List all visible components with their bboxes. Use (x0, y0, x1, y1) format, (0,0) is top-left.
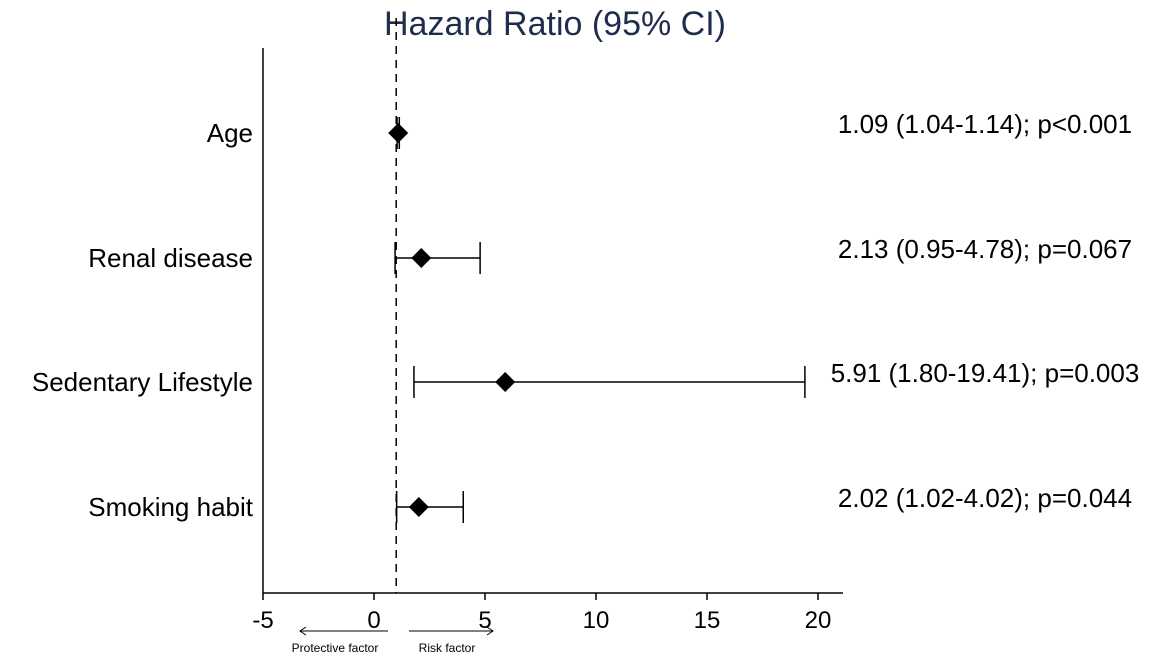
forest-row: Sedentary Lifestyle 5.91 (1.80-19.41); p=… (32, 358, 1139, 398)
hazard-ratio-marker (411, 248, 432, 268)
risk-arrowhead (486, 626, 494, 636)
protective-factor-label: Protective factor (292, 641, 379, 655)
risk-factor-label: Risk factor (419, 641, 476, 655)
forest-rows: Age 1.09 (1.04-1.14); p<0.001 Renal diseas… (32, 109, 1139, 523)
x-tick-label: 15 (694, 607, 721, 634)
row-label: Age (207, 118, 253, 148)
row-label: Smoking habit (88, 492, 254, 522)
protective-arrowhead (299, 626, 307, 636)
x-tick-label: 0 (367, 607, 380, 634)
row-statistic: 2.13 (0.95-4.78); p=0.067 (838, 234, 1132, 264)
x-ticks: -5 0 5 10 15 20 (252, 593, 831, 634)
x-tick-label: 5 (478, 607, 491, 634)
x-tick-label: -5 (252, 607, 273, 634)
row-label: Sedentary Lifestyle (32, 367, 253, 397)
row-statistic: 2.02 (1.02-4.02); p=0.044 (838, 483, 1132, 513)
row-statistic: 1.09 (1.04-1.14); p<0.001 (838, 109, 1132, 139)
hazard-ratio-marker (408, 497, 429, 517)
forest-row: Renal disease 2.13 (0.95-4.78); p=0.067 (88, 234, 1132, 274)
row-label: Renal disease (88, 243, 253, 273)
row-statistic: 5.91 (1.80-19.41); p=0.003 (831, 358, 1140, 388)
x-tick-label: 10 (583, 607, 610, 634)
direction-notes: Protective factor Risk factor (292, 626, 494, 655)
forest-row: Age 1.09 (1.04-1.14); p<0.001 (207, 109, 1132, 149)
chart-title: Hazard Ratio (95% CI) (384, 5, 726, 43)
hazard-ratio-marker (388, 123, 409, 143)
x-tick-label: 20 (805, 607, 832, 634)
forest-row: Smoking habit 2.02 (1.02-4.02); p=0.044 (88, 483, 1132, 523)
hazard-ratio-marker (495, 372, 516, 392)
